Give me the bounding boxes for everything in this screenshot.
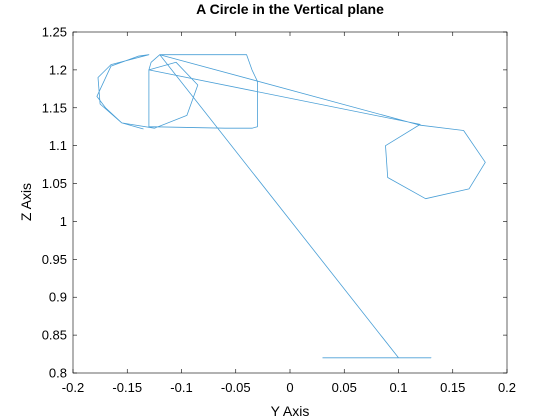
- y-tick-label: 0.85: [42, 328, 67, 343]
- y-tick-label: 1.1: [49, 138, 67, 153]
- x-tick-label: 0.05: [332, 380, 357, 395]
- x-tick-label: -0.15: [112, 380, 142, 395]
- y-tick-label: 1.25: [42, 25, 67, 40]
- y-tick-label: 1.15: [42, 100, 67, 115]
- plot-area: [73, 32, 507, 373]
- x-axis-label: Y Axis: [271, 403, 310, 419]
- x-tick-label: 0.15: [440, 380, 465, 395]
- y-tick-label: 1.2: [49, 62, 67, 77]
- y-tick-label: 1: [60, 214, 67, 229]
- x-tick-label: 0.2: [498, 380, 516, 395]
- chart-title: A Circle in the Vertical plane: [196, 1, 384, 17]
- x-tick-label: 0: [286, 380, 293, 395]
- x-tick-label: 0.1: [389, 380, 407, 395]
- x-tick-label: -0.2: [62, 380, 84, 395]
- x-tick-label: -0.05: [221, 380, 251, 395]
- y-tick-label: 0.8: [49, 366, 67, 381]
- y-tick-label: 1.05: [42, 176, 67, 191]
- x-tick-label: -0.1: [170, 380, 192, 395]
- y-tick-label: 0.9: [49, 290, 67, 305]
- y-tick-label: 0.95: [42, 252, 67, 267]
- y-axis-label: Z Axis: [18, 183, 34, 221]
